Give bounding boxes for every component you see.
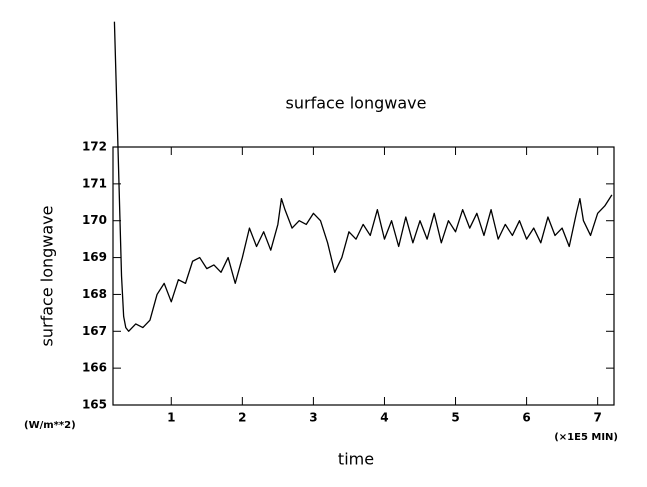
x-tick-label: 4: [380, 411, 388, 425]
x-tick-label: 2: [238, 411, 246, 425]
y-unit: (W/m**2): [24, 420, 76, 431]
x-tick-label: 1: [167, 411, 175, 425]
x-tick-label: 5: [451, 411, 459, 425]
x-tick-label: 7: [593, 411, 601, 425]
plot-frame: [112, 146, 615, 406]
y-tick-label: 168: [82, 287, 107, 301]
x-tick-label: 6: [522, 411, 530, 425]
x-unit: (×1E5 MIN): [554, 432, 618, 443]
y-tick-label: 167: [82, 324, 107, 338]
y-tick-label: 172: [82, 140, 107, 154]
x-axis-label: time: [338, 450, 374, 469]
y-tick-label: 171: [82, 176, 107, 190]
y-tick-label: 166: [82, 361, 107, 375]
y-tick-label: 170: [82, 213, 107, 227]
chart-title: surface longwave: [286, 94, 427, 113]
y-tick-label: 165: [82, 398, 107, 412]
data-line: [113, 21, 613, 332]
y-axis-label: surface longwave: [38, 206, 57, 347]
y-tick-label: 169: [82, 250, 107, 264]
x-tick-label: 3: [309, 411, 317, 425]
